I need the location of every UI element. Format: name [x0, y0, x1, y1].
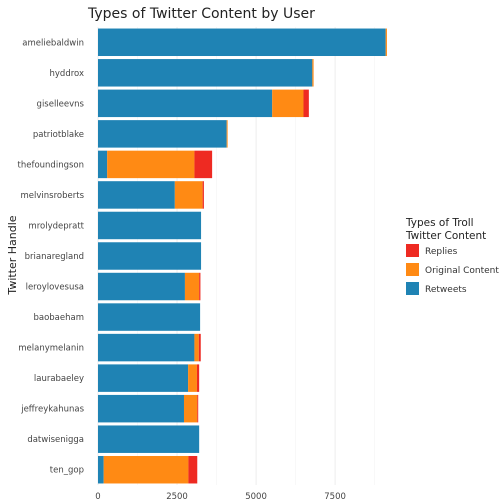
bar-original-content-melanymelanin: [194, 333, 199, 362]
bar-retweets-leroylovesusa: [98, 272, 185, 301]
x-tick-label: 5000: [245, 492, 267, 502]
bar-replies-laurabaeley: [196, 364, 200, 392]
legend: Types of Troll Twitter Content Replies Or…: [405, 217, 499, 295]
bar-replies-jeffreykahunas: [197, 394, 199, 423]
y-tick-label: laurabaeley: [34, 374, 84, 384]
bar-retweets-ameliebaldwin: [98, 28, 386, 57]
bar-retweets-baobaeham: [98, 303, 201, 331]
bar-retweets-brianaregland: [98, 242, 202, 270]
bar-original-content-thefoundingson: [107, 150, 195, 179]
y-tick-label: baobaeham: [33, 313, 84, 323]
bar-replies-leroylovesusa: [199, 272, 201, 301]
legend-title-line2: Twitter Content: [405, 230, 486, 242]
legend-label: Original Content: [425, 266, 499, 276]
bar-original-content-giselleevns: [272, 89, 304, 118]
legend-swatch-original-content: [406, 263, 419, 276]
y-tick-label: thefoundingson: [18, 160, 84, 170]
y-axis-label: Twitter Handle: [6, 215, 19, 295]
y-tick-labels: ameliebaldwin hyddrox giselleevns patriotbl…: [18, 38, 85, 475]
y-tick-label: jeffreykahunas: [20, 405, 84, 415]
y-tick-label: giselleevns: [37, 99, 85, 109]
y-tick-label: melanymelanin: [18, 344, 84, 354]
bar-retweets-giselleevns: [98, 89, 273, 118]
bar-retweets-patriotblake: [98, 120, 227, 148]
bar-retweets-datwisenigga: [98, 425, 200, 453]
y-tick-label: mrolydepratt: [28, 221, 84, 231]
bar-replies-ten_gop: [188, 455, 198, 484]
y-tick-label: datwisenigga: [27, 435, 84, 445]
x-tick-labels: 0 2500 5000 7500: [95, 492, 346, 502]
legend-swatch-replies: [406, 244, 419, 257]
y-tick-label: hyddrox: [50, 69, 85, 79]
bar-replies-giselleevns: [303, 89, 309, 118]
bar-original-content-melvinsroberts: [174, 181, 203, 209]
legend-label: Retweets: [425, 285, 467, 295]
legend-label: Replies: [425, 247, 458, 257]
x-tick-label: 7500: [324, 492, 346, 502]
bar-retweets-thefoundingson: [98, 150, 108, 179]
y-tick-label: leroylovesusa: [26, 283, 84, 293]
bar-original-content-patriotblake: [226, 120, 228, 148]
chart-title: Types of Twitter Content by User: [87, 6, 315, 22]
bar-retweets-ten_gop: [98, 455, 104, 484]
bar-retweets-melanymelanin: [98, 333, 195, 362]
bars: [98, 28, 387, 484]
bar-original-content-hyddrox: [312, 59, 314, 87]
bar-original-content-ten_gop: [103, 455, 189, 484]
legend-swatch-retweets: [406, 282, 419, 295]
y-tick-label: ameliebaldwin: [22, 38, 84, 48]
x-tick-label: 0: [95, 492, 100, 502]
bar-retweets-mrolydepratt: [98, 211, 202, 240]
bar-retweets-jeffreykahunas: [98, 394, 184, 423]
bar-original-content-laurabaeley: [188, 364, 197, 392]
bar-original-content-ameliebaldwin: [385, 28, 387, 57]
y-tick-label: patriotblake: [33, 130, 84, 140]
y-tick-label: brianaregland: [25, 252, 84, 262]
bar-original-content-jeffreykahunas: [183, 394, 198, 423]
bar-replies-thefoundingson: [194, 150, 213, 179]
bar-original-content-leroylovesusa: [184, 272, 200, 301]
bar-retweets-melvinsroberts: [98, 181, 175, 209]
x-tick-label: 2500: [166, 492, 188, 502]
bar-retweets-hyddrox: [98, 59, 313, 87]
y-tick-label: melvinsroberts: [21, 191, 85, 201]
y-tick-label: ten_gop: [50, 466, 84, 476]
legend-title-line1: Types of Troll: [405, 217, 474, 229]
bar-retweets-laurabaeley: [98, 364, 189, 392]
bar-replies-melvinsroberts: [202, 181, 204, 209]
bar-replies-melanymelanin: [198, 333, 201, 362]
